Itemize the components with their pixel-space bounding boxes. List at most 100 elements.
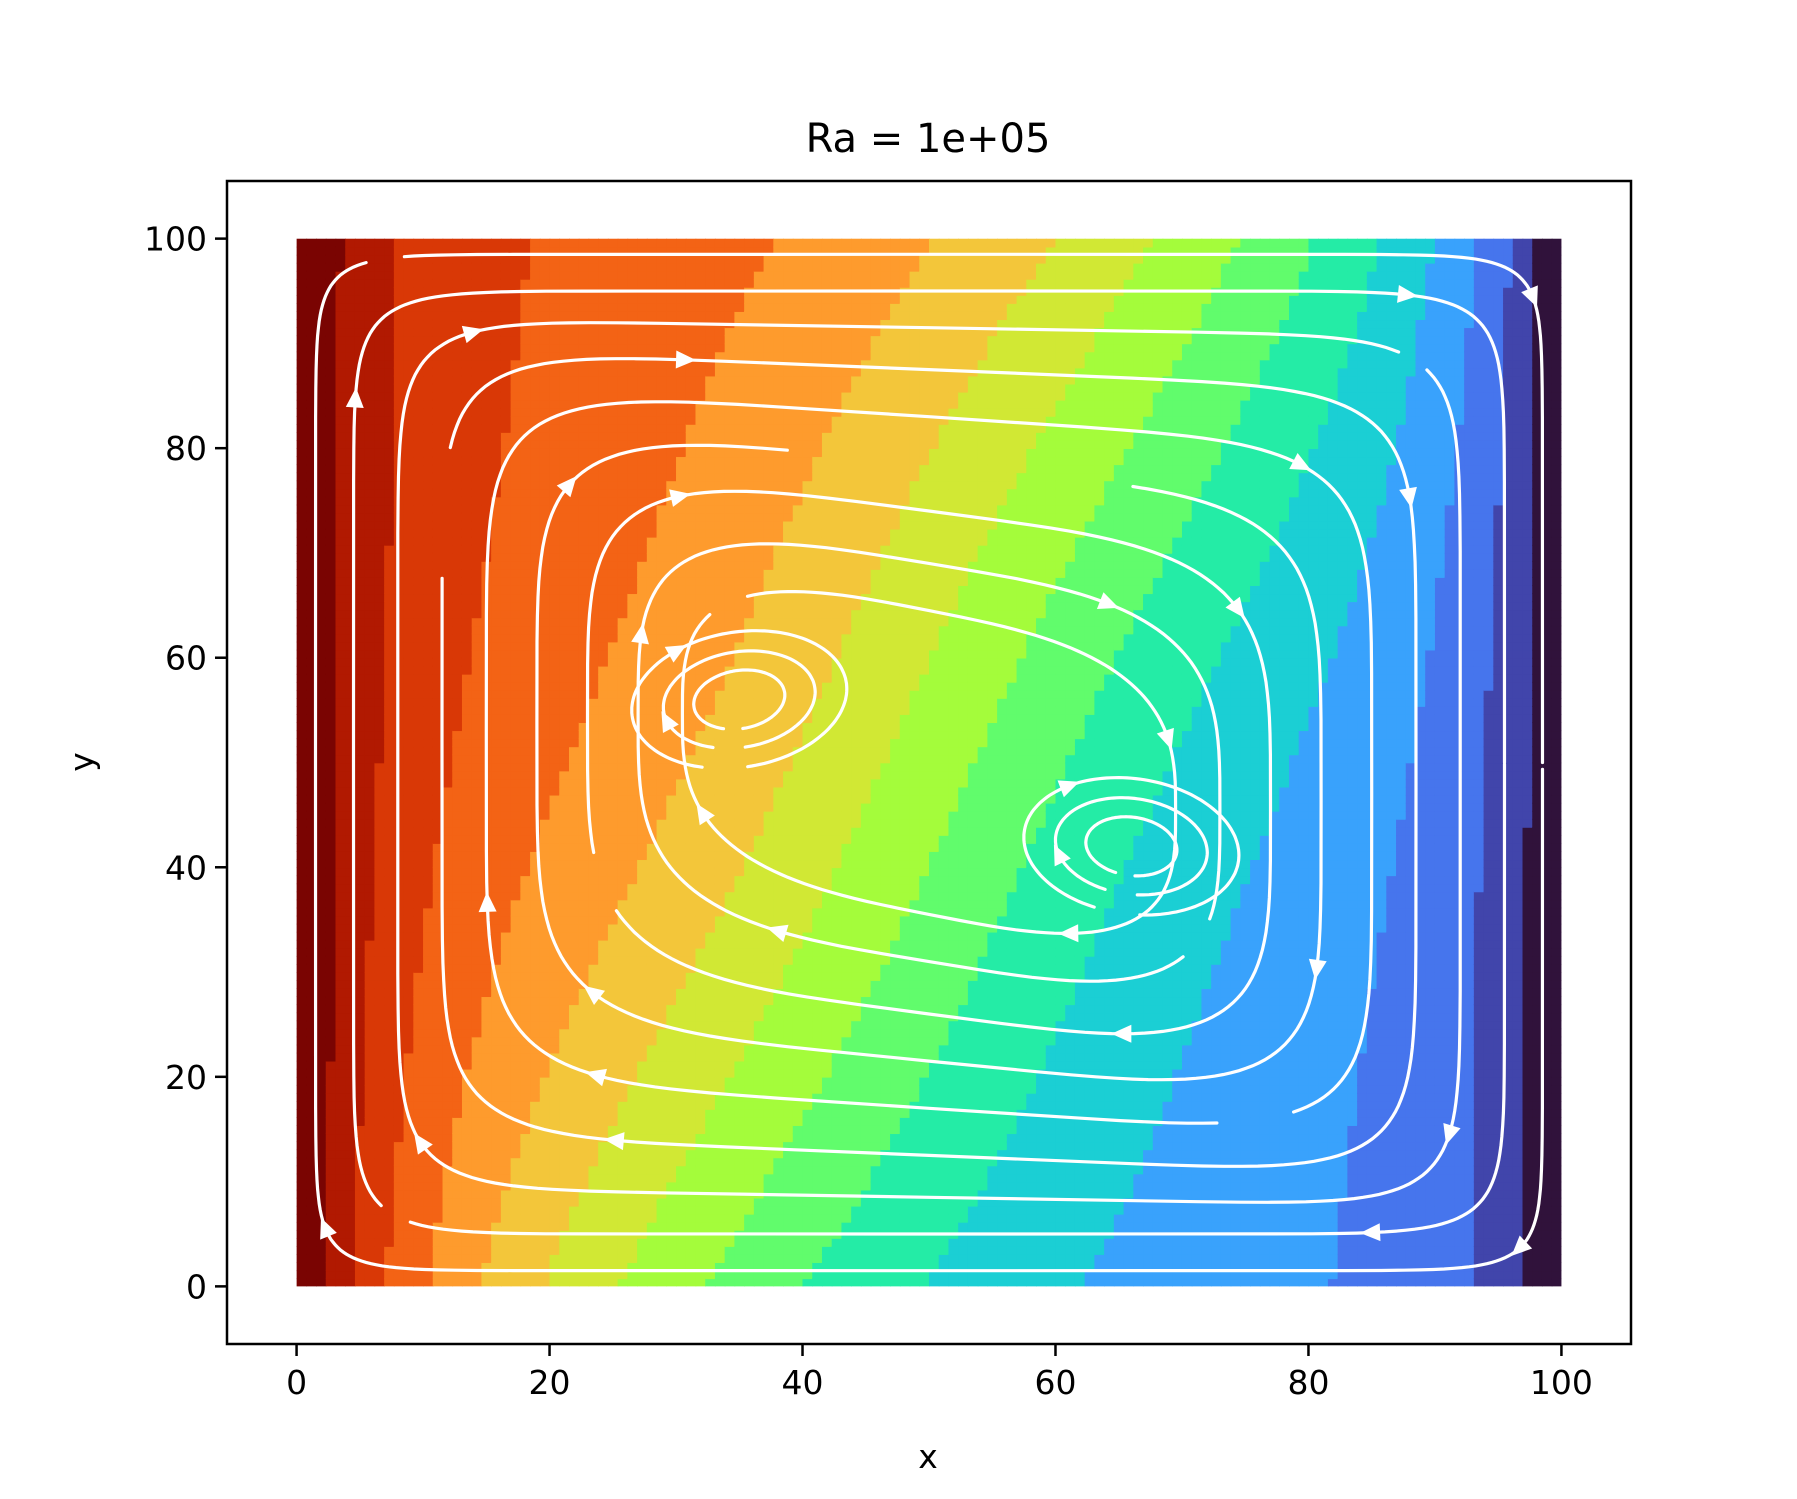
contour-cell bbox=[656, 552, 668, 562]
contour-cell bbox=[539, 1076, 551, 1086]
contour-cell bbox=[646, 464, 658, 474]
contour-cell bbox=[423, 440, 434, 449]
contour-cell bbox=[598, 335, 609, 345]
contour-cell bbox=[442, 327, 454, 337]
contour-cell bbox=[354, 1197, 366, 1207]
contour-cell bbox=[578, 1060, 590, 1070]
contour-cell bbox=[384, 238, 395, 248]
contour-cell bbox=[413, 472, 424, 482]
contour-cell bbox=[316, 262, 327, 272]
contour-cell bbox=[442, 375, 454, 385]
contour-cell bbox=[646, 1181, 658, 1191]
contour-cell bbox=[325, 1117, 337, 1126]
contour-cell bbox=[491, 238, 502, 248]
contour-cell bbox=[598, 955, 609, 965]
contour-cell bbox=[413, 319, 424, 329]
contour-cell bbox=[384, 907, 395, 917]
contour-cell bbox=[432, 327, 444, 337]
contour-cell bbox=[539, 649, 551, 659]
contour-cell bbox=[549, 1254, 561, 1263]
contour-cell bbox=[500, 746, 512, 756]
contour-cell bbox=[306, 899, 317, 909]
contour-cell bbox=[413, 955, 424, 965]
contour-cell bbox=[627, 456, 638, 466]
contour-cell bbox=[364, 698, 376, 707]
contour-cell bbox=[646, 1165, 658, 1175]
contour-cell bbox=[354, 867, 366, 877]
contour-cell bbox=[316, 722, 327, 732]
contour-cell bbox=[549, 609, 561, 619]
contour-cell bbox=[520, 351, 531, 361]
contour-cell bbox=[471, 544, 483, 554]
contour-cell bbox=[364, 1149, 376, 1159]
contour-cell bbox=[364, 786, 376, 796]
contour-cell bbox=[384, 1109, 395, 1118]
contour-cell bbox=[423, 835, 434, 844]
contour-cell bbox=[296, 286, 308, 296]
contour-cell bbox=[452, 730, 463, 740]
contour-cell bbox=[569, 593, 580, 603]
contour-cell bbox=[423, 303, 434, 312]
contour-cell bbox=[607, 238, 619, 248]
contour-cell bbox=[491, 295, 502, 304]
contour-cell bbox=[354, 375, 366, 385]
contour-cell bbox=[637, 278, 648, 288]
contour-cell bbox=[627, 1157, 638, 1167]
contour-cell bbox=[578, 947, 590, 957]
contour-cell bbox=[607, 698, 619, 707]
contour-cell bbox=[530, 254, 541, 264]
contour-cell bbox=[666, 859, 677, 869]
contour-cell bbox=[442, 1254, 454, 1263]
contour-cell bbox=[403, 843, 415, 852]
contour-cell bbox=[442, 295, 454, 304]
contour-cell bbox=[539, 1254, 551, 1263]
contour-cell bbox=[539, 343, 551, 353]
contour-cell bbox=[510, 931, 522, 941]
contour-cell bbox=[637, 1141, 648, 1151]
contour-cell bbox=[364, 1060, 376, 1070]
contour-cell bbox=[656, 996, 668, 1006]
contour-cell bbox=[374, 1165, 385, 1175]
contour-cell bbox=[374, 367, 385, 377]
contour-cell bbox=[617, 1125, 629, 1135]
contour-cell bbox=[345, 649, 356, 659]
contour-cell bbox=[627, 907, 638, 917]
contour-cell bbox=[471, 738, 483, 748]
contour-cell bbox=[325, 843, 337, 852]
contour-cell bbox=[432, 544, 444, 554]
contour-cell bbox=[423, 730, 434, 740]
contour-cell bbox=[364, 1229, 376, 1239]
contour-cell bbox=[452, 826, 463, 836]
contour-cell bbox=[393, 1173, 405, 1183]
contour-cell bbox=[539, 399, 551, 409]
contour-cell bbox=[588, 1076, 599, 1086]
contour-cell bbox=[364, 278, 376, 288]
contour-cell bbox=[588, 826, 599, 836]
contour-cell bbox=[500, 262, 512, 272]
contour-cell bbox=[588, 351, 599, 361]
contour-cell bbox=[364, 407, 376, 417]
contour-cell bbox=[656, 488, 668, 498]
contour-cell bbox=[345, 1205, 356, 1215]
contour-cell bbox=[354, 738, 366, 748]
contour-cell bbox=[607, 561, 619, 570]
contour-cell bbox=[539, 875, 551, 885]
contour-cell bbox=[656, 609, 668, 619]
contour-cell bbox=[578, 802, 590, 812]
contour-cell bbox=[413, 311, 424, 321]
contour-cell bbox=[471, 303, 483, 312]
contour-cell bbox=[598, 351, 609, 361]
contour-cell bbox=[316, 1044, 327, 1054]
contour-cell bbox=[403, 335, 415, 345]
contour-cell bbox=[569, 552, 580, 562]
contour-cell bbox=[491, 1141, 502, 1151]
contour-cell bbox=[452, 303, 463, 312]
contour-cell bbox=[413, 552, 424, 562]
contour-cell bbox=[656, 528, 668, 538]
contour-cell bbox=[656, 835, 668, 844]
contour-cell bbox=[530, 826, 541, 836]
contour-cell bbox=[617, 335, 629, 345]
contour-cell bbox=[627, 665, 638, 675]
contour-cell bbox=[345, 528, 356, 538]
contour-cell bbox=[510, 383, 522, 393]
